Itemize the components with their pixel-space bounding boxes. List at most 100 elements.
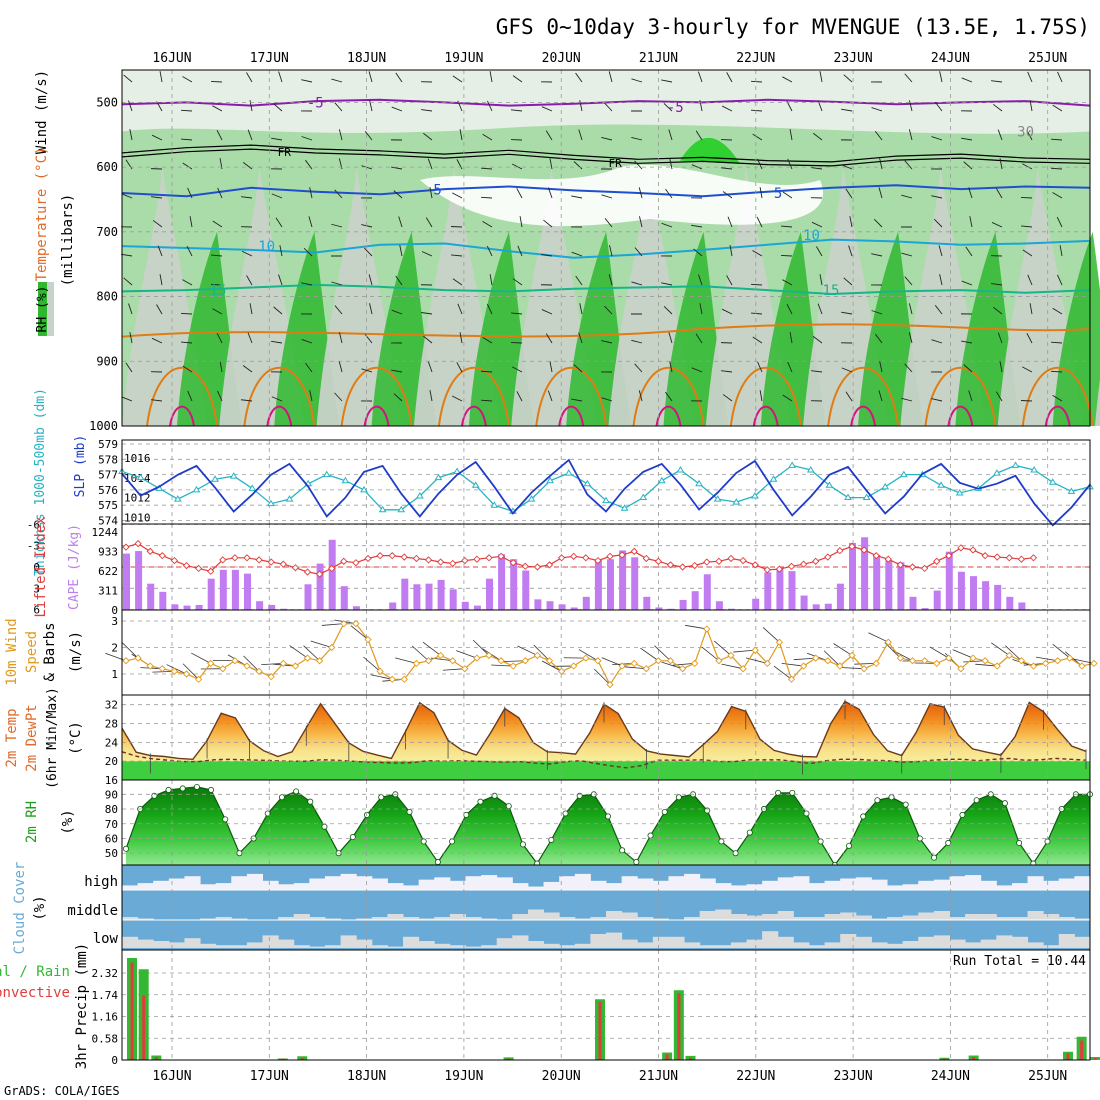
low-cloud-gap: [418, 941, 435, 948]
li-point: [388, 552, 396, 560]
high-cloud-gap: [449, 880, 466, 890]
wind-tick-label: 2: [111, 642, 118, 655]
wind-barb: [787, 361, 793, 373]
wind-barb: [129, 332, 133, 344]
high-cloud-gap: [730, 885, 748, 890]
axis-title-line: 2m DewPt: [24, 704, 40, 771]
low-cloud-gap: [1074, 936, 1091, 948]
wind-barb: [1022, 366, 1033, 373]
wind-barb: [368, 71, 373, 83]
cape-bar: [691, 591, 699, 610]
wind-barb: [726, 275, 733, 286]
thickness-point: [899, 470, 908, 478]
low-cloud-gap: [652, 936, 669, 948]
li-point: [848, 542, 856, 551]
li-point: [1005, 554, 1013, 562]
high-cloud-gap: [996, 885, 1013, 890]
cape-bar: [195, 604, 203, 610]
wind-speed-point: [848, 651, 856, 660]
li-point: [908, 563, 917, 571]
wind-barb: [812, 336, 823, 344]
wind-barb: [182, 76, 193, 83]
wind-barb: [305, 159, 313, 170]
thickness-tick-label: 578: [98, 453, 118, 466]
high-cloud-gap: [387, 883, 404, 890]
wind-barb: [411, 645, 429, 662]
wind-barb: [1057, 71, 1063, 83]
wind-barb: [782, 394, 793, 402]
wind-barb: [701, 646, 720, 662]
wind-barb: [604, 218, 613, 228]
axis-title-line: (%): [32, 895, 48, 920]
axis-title-line: Temperature (°C): [34, 147, 50, 282]
wind-barb: [242, 365, 253, 373]
wind-barb: [929, 646, 950, 659]
li-point: [170, 556, 179, 565]
temp-tick-label: 20: [105, 755, 118, 768]
wind-barb: [624, 666, 647, 670]
convective-precip-bar: [942, 1058, 946, 1060]
wind-barb: [210, 80, 223, 83]
wind-barb: [1022, 249, 1033, 257]
warm-contour: [437, 367, 510, 427]
rh-point: [378, 794, 385, 801]
wind-barb: [491, 664, 514, 667]
cape-bar: [244, 573, 251, 610]
thickness-point: [695, 479, 703, 487]
low-cloud-gap: [996, 935, 1013, 948]
cape-bar: [994, 584, 1002, 610]
middle-cloud-gap: [965, 914, 982, 920]
rh-area: [126, 786, 1090, 865]
wind-barb: [180, 109, 193, 112]
wind-barb: [516, 391, 523, 402]
cape-bar: [619, 550, 627, 610]
thickness-point: [583, 479, 592, 487]
chart-title: GFS 0~10day 3-hourly for MVENGUE (13.5E,…: [496, 15, 1090, 39]
wind-barb: [904, 276, 913, 286]
wind-barb: [782, 76, 793, 83]
cape-bar: [316, 563, 324, 610]
wind-barb: [963, 161, 973, 170]
wind-barb: [685, 624, 707, 630]
high-cloud-gap: [855, 877, 872, 890]
wind-speed-point: [969, 654, 977, 662]
high-cloud-gap: [527, 886, 545, 890]
precip-tick-label: 1.16: [92, 1011, 119, 1024]
wind-speed-point: [908, 657, 917, 665]
wind-speed-point: [933, 659, 941, 668]
wind-barb: [963, 660, 986, 663]
wind-barb: [1035, 656, 1058, 662]
wind-barb: [843, 74, 853, 83]
wind-barb: [212, 220, 223, 228]
date-tick-label: 20JUN: [542, 1069, 581, 1084]
wind-barb: [503, 660, 526, 662]
wind-barb: [968, 390, 973, 402]
wind-barb: [999, 158, 1003, 170]
rh-point: [123, 845, 130, 852]
li-point: [594, 556, 602, 565]
rh-point: [222, 816, 229, 823]
wind-barb: [338, 129, 343, 141]
wind-barb: [938, 245, 943, 257]
wind-barb: [247, 129, 253, 141]
wind-barb: [934, 101, 943, 112]
wind-barb: [289, 645, 308, 659]
rh-point: [463, 811, 470, 818]
high-cloud-gap: [324, 876, 342, 890]
wind-barb: [216, 332, 223, 344]
wind-barb: [310, 640, 332, 648]
rh-point: [860, 813, 867, 820]
date-tick-label: 16JUN: [152, 1069, 191, 1084]
panel-frame: [121, 609, 1091, 696]
wind-barb: [512, 278, 523, 286]
wind-speed-point: [400, 675, 408, 683]
wind-speed-point: [981, 657, 989, 665]
wind-barb: [968, 187, 973, 199]
temperature-contour: [121, 283, 1091, 296]
wind-barb: [721, 105, 733, 112]
middle-cloud-gap: [278, 917, 295, 920]
wind-barb: [811, 370, 823, 373]
high-cloud-gap: [793, 876, 810, 890]
rh-point: [619, 847, 626, 854]
wind-barb: [123, 277, 133, 286]
